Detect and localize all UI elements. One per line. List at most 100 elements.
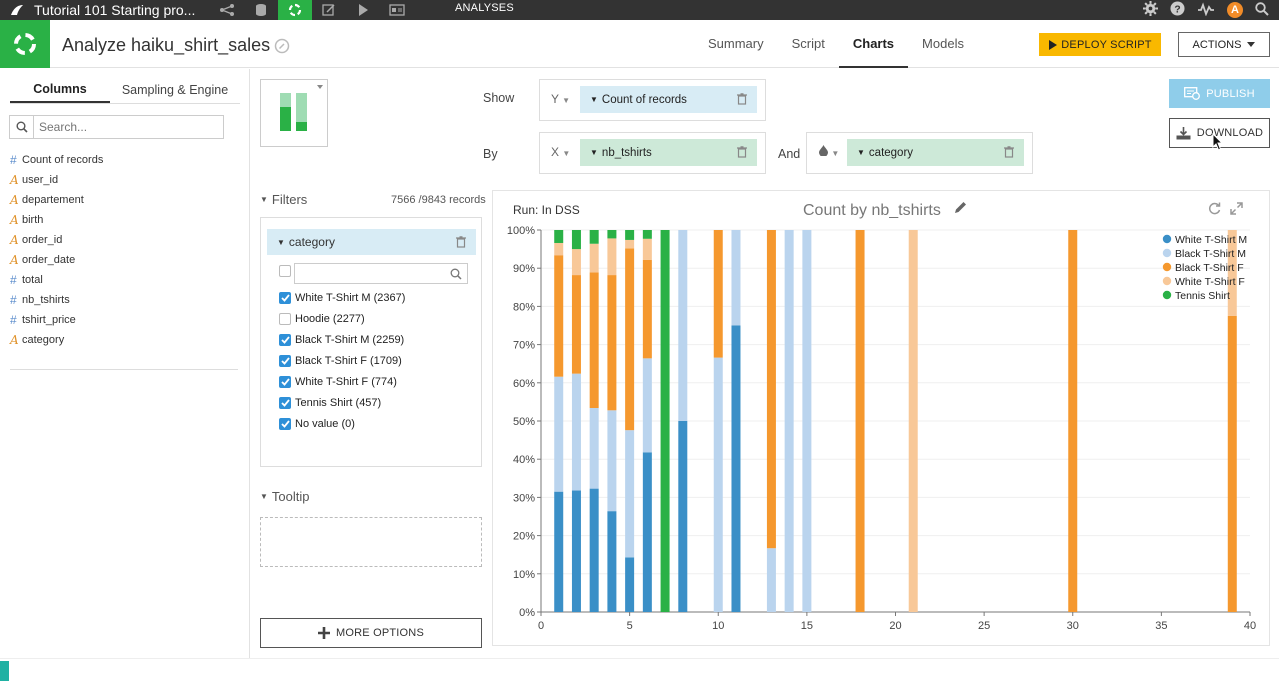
bar-segment [642, 358, 652, 453]
x-tick-label: 0 [538, 620, 544, 632]
bar-segment [625, 248, 635, 431]
settings-gear-icon[interactable] [1143, 1, 1158, 19]
trash-icon[interactable] [456, 236, 466, 251]
help-icon[interactable]: ? [1170, 1, 1185, 19]
checkbox-checked-icon[interactable] [279, 334, 291, 346]
activity-icon[interactable] [1197, 1, 1215, 19]
checkbox-unchecked-icon[interactable] [279, 313, 291, 325]
filter-option[interactable]: Black T-Shirt M (2259) [279, 333, 404, 347]
y-measure-label: Count of records [601, 93, 687, 106]
edit-pencil-icon[interactable] [953, 202, 968, 219]
color-selector[interactable]: ▼ [819, 145, 839, 159]
trash-icon[interactable] [1004, 146, 1014, 161]
chart-type-selector[interactable] [260, 79, 328, 147]
filter-search-input[interactable] [294, 263, 468, 284]
refresh-icon[interactable] [1208, 202, 1221, 220]
more-options-label: MORE OPTIONS [336, 627, 424, 639]
tab-script[interactable]: Script [791, 36, 825, 51]
record-count: 7566 /9843 records [391, 194, 486, 206]
flow-icon[interactable] [210, 0, 244, 20]
y-tick-label: 80% [513, 301, 535, 313]
color-dimension-pill[interactable]: ▼ category [847, 139, 1024, 166]
caret-down-icon: ▼ [562, 96, 571, 105]
trash-icon[interactable] [737, 146, 747, 161]
bar-segment [571, 490, 581, 612]
column-item[interactable]: # nb_tshirts [10, 290, 238, 310]
filter-option[interactable]: Black T-Shirt F (1709) [279, 354, 402, 368]
category-filter-header[interactable]: ▼ category [267, 229, 476, 255]
edit-title-icon[interactable] [274, 38, 290, 59]
checkbox-checked-icon[interactable] [279, 397, 291, 409]
filter-name: category [288, 235, 335, 249]
bar-segment [642, 259, 652, 359]
tab-summary[interactable]: Summary [708, 36, 764, 51]
top-nav-bar: Tutorial 101 Starting pro... ANALYSES ? … [0, 0, 1279, 20]
column-search-input[interactable] [34, 120, 214, 134]
user-avatar[interactable]: A [1227, 2, 1243, 18]
bar-segment [554, 242, 564, 256]
column-item[interactable]: # Count of records [10, 150, 238, 170]
jobs-icon[interactable] [346, 0, 380, 20]
datasets-icon[interactable] [244, 0, 278, 20]
left-panel-tabs: Columns Sampling & Engine [10, 77, 240, 104]
project-name[interactable]: Tutorial 101 Starting pro... [34, 2, 196, 18]
tab-sampling-engine[interactable]: Sampling & Engine [121, 83, 229, 97]
tab-models[interactable]: Models [922, 36, 964, 51]
dashboard-icon[interactable] [380, 0, 414, 20]
filters-section-header[interactable]: ▼ Filters [260, 192, 307, 207]
download-label: DOWNLOAD [1196, 127, 1264, 139]
filter-option[interactable]: White T-Shirt F (774) [279, 375, 397, 389]
tooltip-dropzone[interactable] [260, 517, 482, 567]
select-all-checkbox[interactable] [279, 265, 291, 277]
notebook-icon[interactable] [312, 0, 346, 20]
checkbox-checked-icon[interactable] [279, 418, 291, 430]
tab-charts[interactable]: Charts [838, 20, 909, 68]
checkbox-checked-icon[interactable] [279, 292, 291, 304]
bar-segment [713, 230, 723, 358]
deploy-script-label: DEPLOY SCRIPT [1061, 38, 1152, 51]
actions-dropdown-button[interactable]: ACTIONS [1178, 32, 1270, 57]
analyses-icon[interactable] [278, 0, 312, 20]
stacked-bar-chart-icon [280, 85, 323, 131]
bar-segment [766, 230, 776, 549]
trash-icon[interactable] [737, 93, 747, 108]
more-options-button[interactable]: MORE OPTIONS [260, 618, 482, 648]
chart-title: Count by nb_tshirts [803, 200, 968, 220]
filter-option[interactable]: No value (0) [279, 417, 355, 431]
column-item[interactable]: # tshirt_price [10, 310, 238, 330]
x-tick-label: 40 [1244, 620, 1256, 632]
legend-swatch [1162, 248, 1172, 258]
y-tick-label: 90% [513, 263, 535, 275]
checkbox-checked-icon[interactable] [279, 355, 291, 367]
mouse-cursor-icon [1212, 133, 1224, 151]
search-icon[interactable] [1255, 1, 1269, 19]
publish-button[interactable]: PUBLISH [1169, 79, 1270, 108]
x-axis-selector[interactable]: X ▼ [551, 145, 570, 159]
caret-down-icon: ▼ [831, 149, 840, 158]
bar-segment [642, 230, 652, 239]
y-measure-pill[interactable]: ▼ Count of records [580, 86, 757, 113]
tab-columns[interactable]: Columns [10, 77, 110, 103]
filter-option[interactable]: Hoodie (2277) [279, 312, 365, 326]
bar-segment [571, 275, 581, 374]
y-axis-selector[interactable]: Y ▼ [551, 92, 570, 106]
filter-option[interactable]: White T-Shirt M (2367) [279, 291, 405, 305]
x-dimension-pill[interactable]: ▼ nb_tshirts [580, 139, 757, 166]
column-item[interactable]: # total [10, 270, 238, 290]
filter-option[interactable]: Tennis Shirt (457) [279, 396, 381, 410]
expand-icon[interactable] [1230, 202, 1243, 220]
checkbox-checked-icon[interactable] [279, 376, 291, 388]
legend-label: Black T-Shirt F [1175, 262, 1244, 274]
legend-swatch [1162, 290, 1172, 300]
caret-down-icon: ▼ [590, 148, 598, 157]
dataiku-logo-icon[interactable] [0, 0, 34, 20]
deploy-script-button[interactable]: DEPLOY SCRIPT [1039, 33, 1161, 56]
tooltip-section-header[interactable]: ▼ Tooltip [260, 489, 310, 504]
